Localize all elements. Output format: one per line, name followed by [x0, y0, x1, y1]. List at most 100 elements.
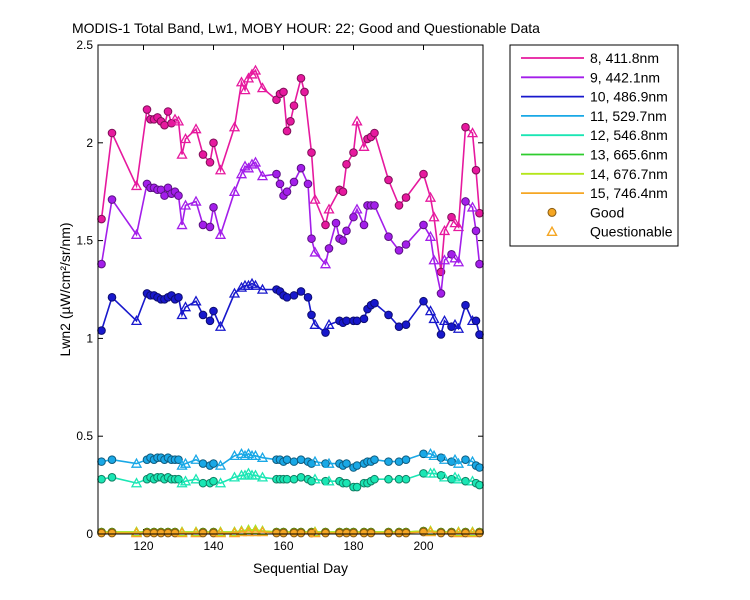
- x-tick-label: 120: [133, 539, 153, 553]
- questionable-point: [256, 82, 269, 93]
- good-point: [107, 293, 117, 302]
- x-tick-label: 160: [273, 539, 293, 553]
- good-point: [205, 316, 215, 326]
- good-point: [349, 212, 358, 222]
- good-point: [401, 240, 411, 249]
- good-point: [471, 165, 481, 175]
- series-group: [97, 526, 484, 538]
- questionable-point: [309, 318, 321, 329]
- series-group: [97, 64, 484, 277]
- good-point: [163, 528, 173, 538]
- good-point: [289, 474, 299, 484]
- questionable-point: [228, 527, 241, 538]
- good-point: [97, 259, 106, 269]
- questionable-point: [256, 170, 269, 181]
- good-point: [282, 187, 292, 196]
- good-point: [107, 472, 117, 482]
- chart-title: MODIS-1 Total Band, Lw1, MOBY HOUR: 22; …: [72, 20, 540, 36]
- questionable-point: [239, 449, 251, 461]
- questionable-point: [228, 287, 241, 298]
- questionable-point: [452, 457, 465, 468]
- good-point: [282, 455, 292, 464]
- good-point: [335, 528, 344, 538]
- good-point: [370, 298, 379, 308]
- questionable-point: [176, 459, 188, 470]
- questionable-point: [176, 219, 188, 230]
- good-point: [107, 128, 117, 138]
- y-tick-label: 0: [86, 527, 93, 541]
- axes: 120 140 160 180 200 0 0.5 1 1.5 2 2.5: [76, 38, 483, 553]
- good-point: [205, 158, 215, 167]
- legend-entry-label: 11, 529.7nm: [590, 108, 667, 124]
- questionable-point: [176, 148, 188, 159]
- good-point: [289, 528, 299, 538]
- legend-entry-label: 14, 676.7nm: [590, 166, 668, 182]
- series-group: [97, 277, 484, 339]
- good-point: [475, 330, 484, 339]
- good-point: [384, 528, 393, 538]
- good-point: [475, 463, 484, 472]
- good-point: [160, 120, 169, 130]
- legend-entry-label: 15, 746.4nm: [590, 185, 668, 201]
- questionable-point: [179, 301, 192, 312]
- good-point: [296, 472, 306, 482]
- legend-entry-label: 10, 486.9nm: [590, 89, 668, 105]
- questionable-point: [235, 526, 248, 537]
- good-point: [471, 226, 481, 236]
- questionable-point: [424, 230, 437, 241]
- good-point: [107, 528, 117, 538]
- good-point: [475, 480, 484, 490]
- questionable-point: [256, 283, 269, 294]
- good-point: [401, 193, 411, 202]
- good-point: [401, 455, 411, 464]
- good-point: [359, 528, 369, 538]
- questionable-point: [309, 527, 321, 538]
- good-point: [475, 528, 484, 538]
- good-point: [321, 528, 330, 538]
- questionable-point: [228, 185, 241, 196]
- good-point: [338, 236, 348, 245]
- good-point: [163, 107, 173, 116]
- good-point: [342, 459, 351, 468]
- questionable-point: [190, 527, 202, 538]
- questionable-point: [239, 84, 251, 95]
- questionable-point: [179, 475, 192, 486]
- questionable-point: [256, 451, 269, 462]
- good-point: [272, 169, 281, 179]
- questionable-point: [242, 279, 255, 290]
- questionable-point: [256, 526, 269, 537]
- good-point: [156, 528, 166, 538]
- good-point: [198, 150, 208, 159]
- good-point: [97, 528, 106, 538]
- questionable-point: [428, 313, 440, 324]
- y-tick-label: 2: [86, 136, 93, 150]
- questionable-point: [172, 115, 185, 126]
- questionable-point: [214, 459, 227, 470]
- questionable-point: [214, 320, 227, 331]
- good-point: [394, 528, 404, 538]
- questionable-point: [179, 457, 192, 468]
- good-point: [296, 528, 306, 538]
- questionable-point: [428, 211, 440, 222]
- good-point: [384, 175, 393, 185]
- legend-entry-label: 9, 442.1nm: [590, 69, 660, 85]
- questionable-point: [452, 322, 465, 333]
- legend-entry-label: Questionable: [590, 224, 673, 240]
- good-point: [205, 222, 215, 232]
- good-point: [394, 474, 404, 484]
- questionable-point: [246, 158, 258, 169]
- good-point: [209, 203, 218, 212]
- good-point: [296, 287, 306, 296]
- questionable-point: [438, 314, 451, 326]
- questionable-point: [323, 203, 335, 214]
- x-tick-label: 140: [203, 539, 223, 553]
- questionable-point: [449, 252, 461, 263]
- good-point: [401, 528, 411, 538]
- good-point: [436, 330, 446, 339]
- questionable-point: [190, 295, 202, 306]
- good-point: [321, 220, 330, 230]
- good-point: [198, 478, 208, 488]
- questionable-point: [452, 256, 465, 267]
- legend-box: [509, 44, 679, 247]
- good-point: [349, 148, 358, 157]
